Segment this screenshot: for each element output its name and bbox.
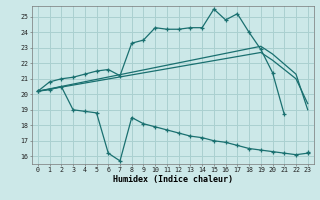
X-axis label: Humidex (Indice chaleur): Humidex (Indice chaleur) bbox=[113, 175, 233, 184]
